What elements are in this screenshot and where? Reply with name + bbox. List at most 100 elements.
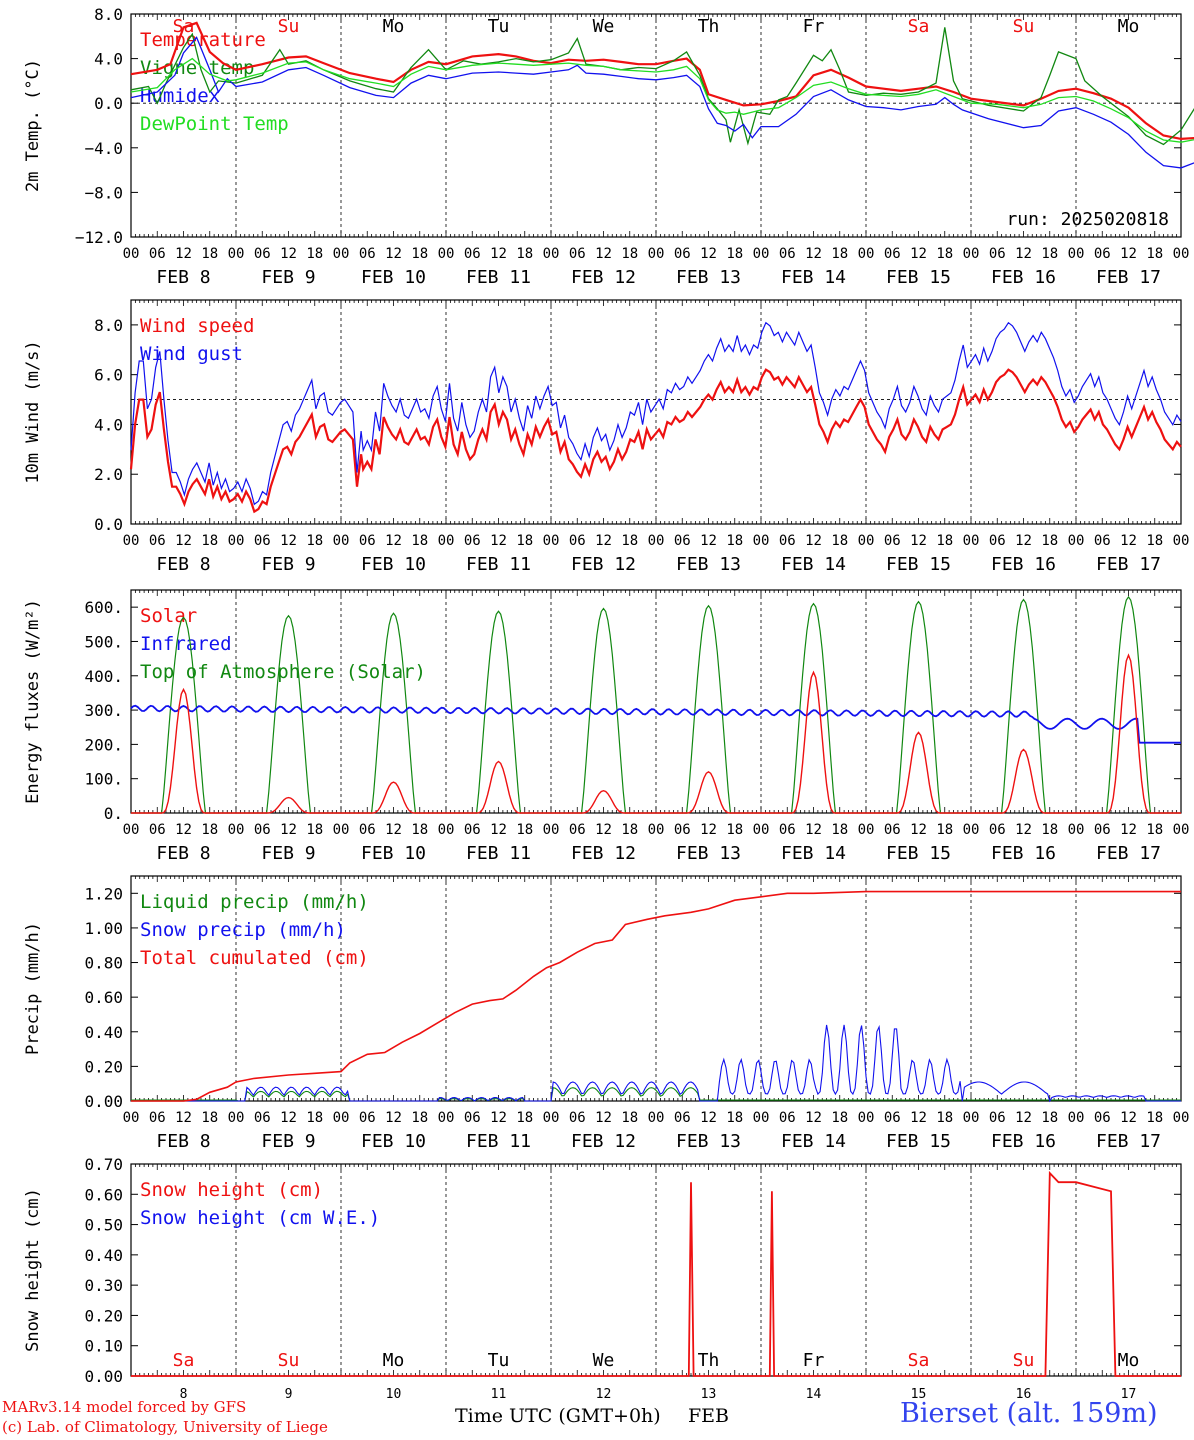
x-hour-label: 00 [438, 533, 455, 549]
x-date-label: FEB 17 [1096, 554, 1161, 575]
x-hour-label: 18 [831, 246, 848, 262]
y-tick-label: 0.0 [94, 94, 123, 113]
y-tick-label: 300. [84, 701, 123, 720]
x-hour-label: 00 [648, 533, 665, 549]
x-hour-label: 12 [280, 1110, 297, 1126]
y-tick-label: 0.60 [84, 1185, 123, 1204]
x-hour-label: 06 [254, 1110, 271, 1126]
x-hour-label: 00 [543, 246, 560, 262]
x-hour-label: 12 [175, 822, 192, 838]
x-day-number: 14 [806, 1387, 822, 1402]
x-day-number: 15 [911, 1387, 927, 1402]
x-hour-label: 00 [858, 246, 875, 262]
x-hour-label: 12 [280, 246, 297, 262]
x-hour-label: 18 [1041, 533, 1058, 549]
x-hour-label: 18 [621, 1110, 638, 1126]
x-hour-label: 06 [569, 822, 586, 838]
x-hour-label: 06 [149, 1110, 166, 1126]
x-date-label: FEB 11 [466, 554, 531, 575]
x-hour-label: 18 [621, 533, 638, 549]
x-hour-label: 00 [333, 533, 350, 549]
x-hour-label: 06 [359, 533, 376, 549]
y-tick-label: 0.50 [84, 1216, 123, 1235]
x-hour-label: 12 [595, 822, 612, 838]
y-tick-label: −12.0 [75, 228, 123, 247]
panel-frame [130, 589, 1182, 814]
x-day-number: 13 [701, 1387, 717, 1402]
x-date-label: FEB 16 [991, 843, 1056, 864]
x-hour-label: 12 [595, 246, 612, 262]
x-date-label: FEB 15 [886, 554, 951, 575]
panel-snow: 0.00 0.10 0.20 0.30 0.40 0.50 0.60 0.70 Snow hei… [23, 1155, 1182, 1402]
legend-entry: Snow height (cm) [140, 1179, 323, 1201]
x-hour-label: 12 [1015, 822, 1032, 838]
x-hour-label: 00 [753, 246, 770, 262]
station-name: Bierset (alt. 159m) [900, 1398, 1158, 1429]
x-hour-label: 00 [333, 822, 350, 838]
x-hour-label: 00 [753, 533, 770, 549]
x-date-label: FEB 8 [156, 843, 210, 864]
y-tick-label: 0.40 [84, 1023, 123, 1042]
day-name-label: Sa [908, 16, 930, 37]
panel-wind: 0.0 2.0 4.0 6.0 8.0 10m Wind (m/s) 00 06 12 18 00 0… [23, 299, 1190, 575]
run-label: run: 2025020818 [1006, 209, 1169, 230]
y-tick-label: 0.20 [84, 1057, 123, 1076]
y-tick-label: 0.20 [84, 1306, 123, 1325]
series-line-vigne-temp [130, 27, 1194, 146]
day-name-label: Sa [173, 1350, 195, 1371]
x-hour-label: 18 [201, 533, 218, 549]
x-date-label: FEB 11 [466, 267, 531, 288]
x-hour-label: 12 [385, 1110, 402, 1126]
x-hour-label: 12 [1120, 822, 1137, 838]
x-hour-label: 00 [1173, 822, 1190, 838]
series-line-liquid-precip [131, 1087, 1181, 1102]
y-axis-label: Snow height (cm) [23, 1188, 43, 1352]
day-name-label: Fr [803, 16, 825, 37]
series-line-infrared [130, 704, 1181, 744]
x-hour-label: 12 [175, 533, 192, 549]
x-hour-label: 18 [1146, 822, 1163, 838]
y-tick-label: 4.0 [94, 50, 123, 69]
x-hour-label: 12 [1120, 1110, 1137, 1126]
x-hour-label: 12 [700, 1110, 717, 1126]
x-hour-label: 18 [201, 1110, 218, 1126]
x-date-label: FEB 10 [361, 843, 426, 864]
y-tick-label: 1.00 [84, 919, 123, 938]
x-hour-label: 18 [621, 246, 638, 262]
panel-frame [130, 299, 1182, 525]
legend-entry: Temperature [140, 29, 266, 51]
x-hour-label: 18 [726, 1110, 743, 1126]
day-name-label: Fr [803, 1350, 825, 1371]
x-hour-label: 00 [1173, 533, 1190, 549]
x-hour-label: 00 [543, 822, 560, 838]
x-date-label: FEB 14 [781, 554, 846, 575]
day-name-label: Th [698, 16, 720, 37]
x-hour-label: 06 [884, 246, 901, 262]
x-day-number: 10 [386, 1387, 402, 1402]
x-day-number: 12 [596, 1387, 612, 1402]
x-hour-label: 06 [779, 822, 796, 838]
y-tick-label: 1.20 [84, 884, 123, 903]
series-line-total-cumulated [131, 890, 1181, 1102]
x-date-label: FEB 10 [361, 1131, 426, 1152]
x-date-label: FEB 14 [781, 267, 846, 288]
x-hour-label: 18 [516, 822, 533, 838]
x-hour-label: 18 [1146, 246, 1163, 262]
y-axis-label: 2m Temp. (°C) [23, 59, 43, 192]
x-hour-label: 00 [963, 822, 980, 838]
x-hour-label: 06 [569, 533, 586, 549]
x-hour-label: 00 [648, 1110, 665, 1126]
x-hour-label: 12 [910, 1110, 927, 1126]
y-tick-label: 2.0 [94, 465, 123, 484]
x-hour-label: 06 [464, 822, 481, 838]
x-hour-label: 18 [201, 822, 218, 838]
x-hour-label: 12 [805, 246, 822, 262]
x-hour-label: 06 [1094, 1110, 1111, 1126]
x-hour-label: 00 [228, 533, 245, 549]
legend-entry: Liquid precip (mm/h) [140, 891, 369, 913]
x-hour-label: 00 [1173, 1110, 1190, 1126]
x-hour-label: 12 [595, 1110, 612, 1126]
x-hour-label: 18 [411, 533, 428, 549]
x-hour-label: 18 [936, 1110, 953, 1126]
